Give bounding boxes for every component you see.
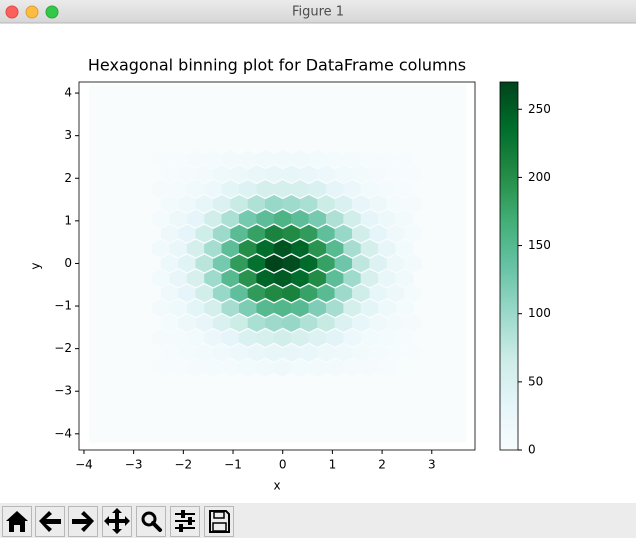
save-shutter xyxy=(213,511,225,519)
hex-bin xyxy=(395,329,414,347)
colorbar xyxy=(499,81,519,451)
hex-bin xyxy=(395,209,414,228)
x-tick-label: −3 xyxy=(125,458,143,472)
home-icon xyxy=(6,511,28,532)
hex-bin xyxy=(404,224,423,243)
hex-bin xyxy=(395,269,414,288)
y-tick-label: −3 xyxy=(54,384,72,398)
x-tick-label: 1 xyxy=(329,458,337,472)
slider-knob xyxy=(188,517,192,525)
x-tick-label: 2 xyxy=(378,458,386,472)
x-tick-label: −1 xyxy=(224,458,242,472)
pan-icon xyxy=(104,508,130,534)
colorbar-tick-label: 250 xyxy=(528,102,551,116)
y-axis-label: y xyxy=(29,262,43,269)
hex-bin xyxy=(395,239,414,258)
close-button[interactable] xyxy=(5,5,19,19)
forward-button[interactable] xyxy=(68,506,98,537)
hex-bin xyxy=(404,344,423,362)
save-icon xyxy=(209,510,230,533)
back-button[interactable] xyxy=(35,506,65,537)
x-tick-label: −4 xyxy=(75,458,93,472)
back-icon xyxy=(39,511,61,532)
hex-bin xyxy=(404,284,423,303)
hex-bin xyxy=(395,299,414,318)
save-button[interactable] xyxy=(204,506,234,537)
home-button[interactable] xyxy=(2,506,32,537)
configure-button[interactable] xyxy=(170,506,200,537)
title-bar xyxy=(0,0,636,23)
zoom-handle xyxy=(151,521,162,532)
button-frame xyxy=(136,506,166,537)
y-tick-label: 2 xyxy=(64,171,72,185)
y-tick-label: −1 xyxy=(54,299,72,313)
slider-knob xyxy=(179,524,183,532)
hex-bin xyxy=(395,180,414,198)
x-tick-label: 3 xyxy=(428,458,436,472)
hex-bin xyxy=(404,194,423,213)
colorbar-tick-label: 50 xyxy=(528,374,543,388)
y-tick-label: 1 xyxy=(64,213,72,227)
hex-bin xyxy=(395,358,414,377)
zoom-button[interactable] xyxy=(45,5,59,19)
hex-bin xyxy=(404,254,423,273)
slider-knob xyxy=(181,510,185,518)
y-tick-label: 0 xyxy=(64,256,72,270)
x-tick-label: 0 xyxy=(279,458,287,472)
x-axis-label: x xyxy=(273,479,280,493)
hex-bin xyxy=(395,150,414,168)
colorbar-tick-label: 200 xyxy=(528,170,551,184)
y-tick-label: 4 xyxy=(64,86,72,100)
axes-frame xyxy=(78,81,476,451)
y-tick-label: −2 xyxy=(54,341,72,355)
pan-button[interactable] xyxy=(102,506,132,537)
y-tick-label: −4 xyxy=(54,426,72,440)
y-tick-label: 3 xyxy=(64,128,72,142)
colorbar-tick-label: 100 xyxy=(528,306,551,320)
x-tick-label: −2 xyxy=(174,458,192,472)
hex-bin xyxy=(404,314,423,332)
colorbar-tick-label: 0 xyxy=(528,443,536,457)
zoom-lens xyxy=(141,511,157,527)
colorbar-tick-label: 150 xyxy=(528,238,551,252)
window-title: Figure 1 xyxy=(292,5,344,20)
chart-title: Hexagonal binning plot for DataFrame col… xyxy=(88,56,466,75)
minimize-button[interactable] xyxy=(25,5,39,19)
hex-bin xyxy=(404,165,423,183)
forward-icon xyxy=(72,511,94,532)
zoom-tool-button[interactable] xyxy=(136,506,166,537)
save-label xyxy=(212,522,227,532)
